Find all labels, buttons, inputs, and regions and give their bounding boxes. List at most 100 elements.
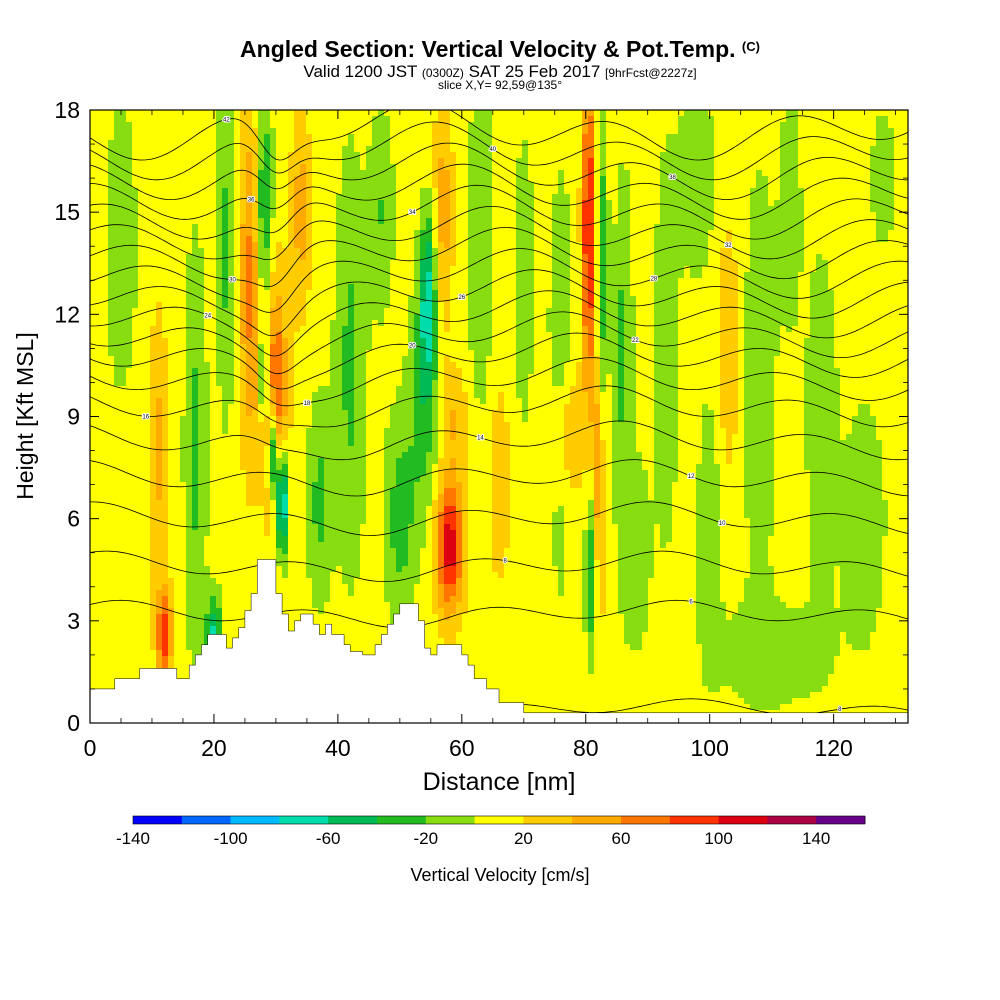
- velocity-cell: [360, 608, 367, 615]
- velocity-cell: [360, 248, 367, 255]
- velocity-cell: [300, 542, 307, 549]
- velocity-cell: [156, 134, 163, 141]
- velocity-cell: [264, 290, 271, 297]
- velocity-cell: [144, 314, 151, 321]
- velocity-cell: [288, 230, 295, 237]
- velocity-cell: [246, 158, 253, 165]
- velocity-cell: [288, 566, 295, 573]
- velocity-cell: [330, 284, 337, 291]
- velocity-cell: [192, 560, 199, 567]
- velocity-cell: [342, 326, 349, 333]
- velocity-cell: [306, 332, 313, 339]
- velocity-cell: [276, 578, 283, 585]
- velocity-cell: [270, 482, 277, 489]
- velocity-cell: [234, 434, 241, 441]
- velocity-cell: [360, 326, 367, 333]
- velocity-cell: [264, 506, 271, 513]
- velocity-cell: [156, 512, 163, 519]
- velocity-cell: [258, 116, 265, 123]
- velocity-cell: [198, 560, 205, 567]
- velocity-cell: [102, 668, 109, 675]
- velocity-cell: [120, 290, 127, 297]
- velocity-cell: [360, 272, 367, 279]
- velocity-cell: [102, 656, 109, 663]
- velocity-cell: [114, 368, 121, 375]
- velocity-cell: [102, 344, 109, 351]
- velocity-cell: [252, 380, 259, 387]
- velocity-cell: [276, 158, 283, 165]
- velocity-cell: [168, 212, 175, 219]
- velocity-cell: [300, 230, 307, 237]
- velocity-cell: [114, 302, 121, 309]
- velocity-cell: [282, 314, 289, 321]
- velocity-cell: [336, 188, 343, 195]
- velocity-cell: [354, 128, 361, 135]
- velocity-cell: [300, 374, 307, 381]
- velocity-cell: [96, 254, 103, 261]
- velocity-cell: [162, 440, 169, 447]
- velocity-cell: [240, 608, 247, 615]
- velocity-cell: [264, 410, 271, 417]
- velocity-cell: [180, 194, 187, 201]
- velocity-cell: [342, 596, 349, 603]
- velocity-cell: [276, 440, 283, 447]
- velocity-cell: [342, 308, 349, 315]
- velocity-cell: [360, 488, 367, 495]
- velocity-cell: [156, 116, 163, 123]
- velocity-cell: [300, 524, 307, 531]
- velocity-cell: [120, 326, 127, 333]
- velocity-cell: [156, 590, 163, 597]
- velocity-cell: [360, 566, 367, 573]
- velocity-cell: [96, 632, 103, 639]
- velocity-cell: [204, 404, 211, 411]
- velocity-cell: [138, 308, 145, 315]
- velocity-cell: [144, 392, 151, 399]
- velocity-cell: [258, 428, 265, 435]
- velocity-cell: [360, 188, 367, 195]
- velocity-cell: [210, 410, 217, 417]
- velocity-cell: [360, 128, 367, 135]
- velocity-cell: [168, 344, 175, 351]
- velocity-cell: [234, 524, 241, 531]
- velocity-cell: [312, 116, 319, 123]
- velocity-cell: [126, 464, 133, 471]
- velocity-cell: [168, 206, 175, 213]
- velocity-cell: [150, 392, 157, 399]
- velocity-cell: [216, 596, 223, 603]
- velocity-cell: [330, 554, 337, 561]
- velocity-cell: [180, 644, 187, 651]
- velocity-cell: [174, 602, 181, 609]
- velocity-cell: [168, 320, 175, 327]
- velocity-cell: [288, 176, 295, 183]
- velocity-cell: [156, 584, 163, 591]
- velocity-cell: [90, 338, 97, 345]
- velocity-cell: [132, 506, 139, 513]
- velocity-cell: [348, 470, 355, 477]
- velocity-cell: [372, 524, 379, 531]
- velocity-cell: [180, 434, 187, 441]
- velocity-cell: [162, 374, 169, 381]
- velocity-cell: [108, 176, 115, 183]
- velocity-cell: [180, 332, 187, 339]
- velocity-cell: [162, 608, 169, 615]
- velocity-cell: [300, 590, 307, 597]
- velocity-cell: [366, 350, 373, 357]
- velocity-cell: [258, 170, 265, 177]
- velocity-cell: [288, 458, 295, 465]
- velocity-cell: [168, 434, 175, 441]
- velocity-cell: [342, 620, 349, 627]
- velocity-cell: [114, 308, 121, 315]
- velocity-cell: [246, 428, 253, 435]
- velocity-cell: [360, 308, 367, 315]
- velocity-cell: [216, 284, 223, 291]
- velocity-cell: [264, 236, 271, 243]
- velocity-cell: [366, 584, 373, 591]
- velocity-cell: [312, 152, 319, 159]
- velocity-cell: [198, 620, 205, 627]
- velocity-cell: [192, 332, 199, 339]
- velocity-cell: [252, 218, 259, 225]
- velocity-cell: [324, 326, 331, 333]
- velocity-cell: [150, 416, 157, 423]
- velocity-cell: [264, 140, 271, 147]
- velocity-cell: [180, 188, 187, 195]
